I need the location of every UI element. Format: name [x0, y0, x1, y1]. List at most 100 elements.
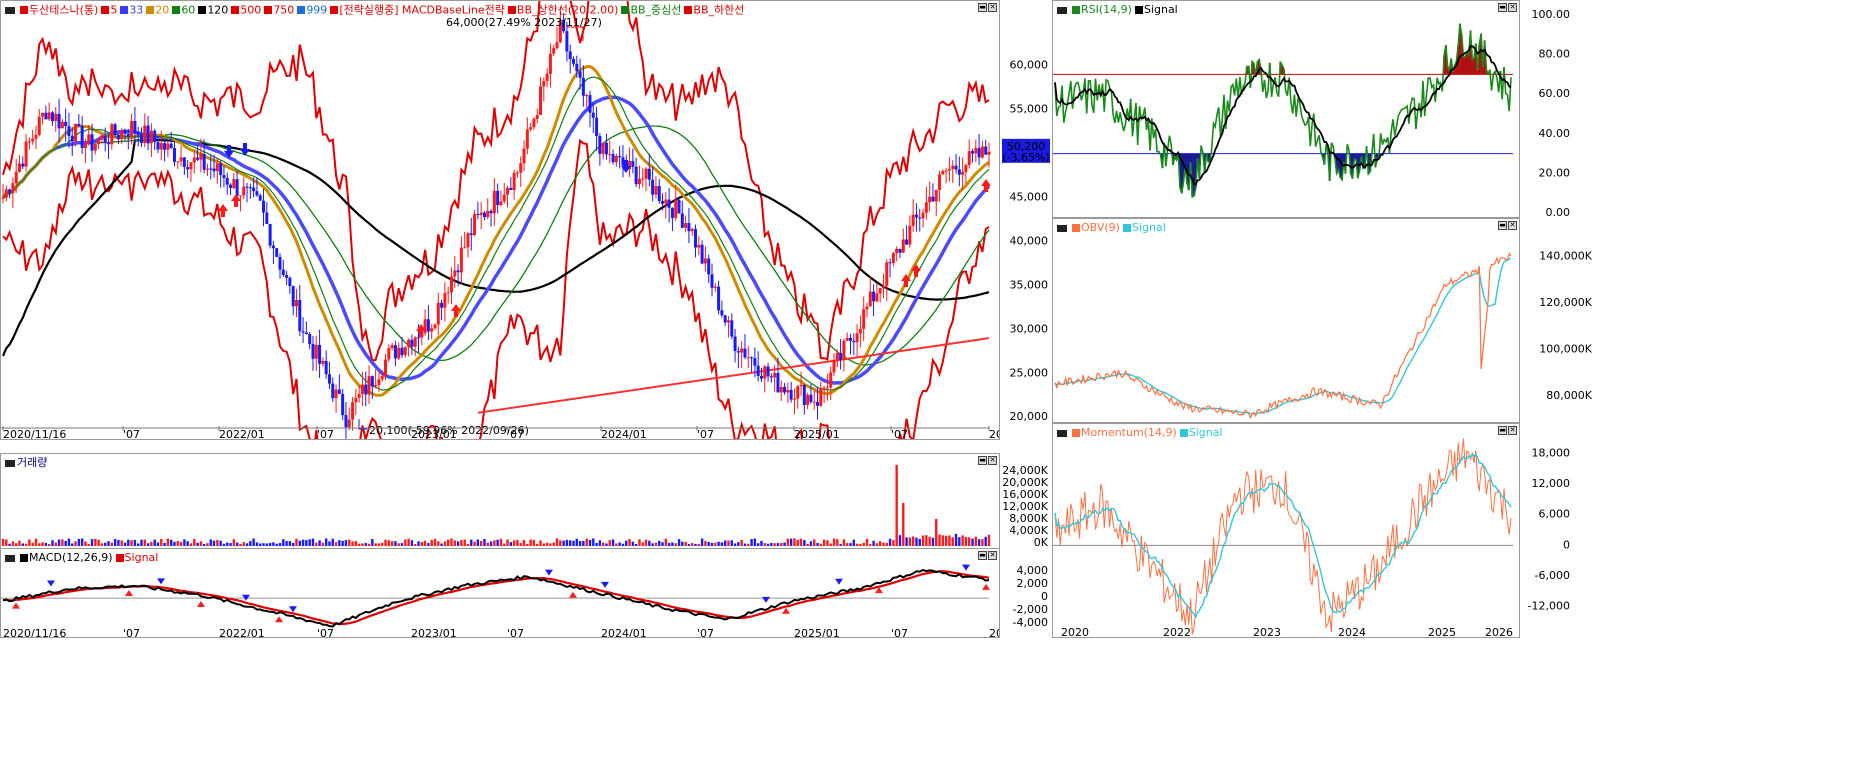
price-value-axis: 60,00055,00050,00045,00040,00035,00030,0…	[1002, 59, 1050, 629]
panel-icon	[5, 459, 15, 467]
obv-panel[interactable]: OBV(9) Signal ▬ ✕	[1052, 218, 1520, 423]
volume-bar	[479, 540, 483, 546]
volume-bar	[321, 542, 325, 546]
close-icon[interactable]: ✕	[1508, 3, 1517, 12]
volume-bar	[113, 539, 117, 546]
volume-bar	[733, 543, 737, 546]
candle-body	[947, 169, 951, 171]
candle-body	[855, 333, 859, 343]
legend-item: 60	[181, 3, 196, 17]
candle-body	[654, 186, 658, 195]
close-icon[interactable]: ✕	[988, 456, 997, 465]
volume-bar	[592, 538, 595, 546]
candle-body	[93, 143, 97, 151]
close-icon[interactable]: ✕	[1508, 426, 1517, 435]
candle-body	[238, 195, 242, 197]
candle-body	[120, 130, 124, 139]
volume-bar	[981, 539, 984, 546]
x-tick-label: 2024/01	[601, 627, 647, 638]
legend-item: [전략실행중] MACDBaseLine전략	[339, 3, 505, 17]
volume-bar	[562, 540, 565, 546]
candle-body	[107, 143, 111, 145]
minimize-icon[interactable]: ▬	[978, 551, 987, 560]
minimize-icon[interactable]: ▬	[1498, 3, 1507, 12]
rsi-panel[interactable]: RSI(14,9) Signal ▬ ✕	[1052, 0, 1520, 218]
volume-bar	[202, 544, 206, 546]
candle-body	[717, 286, 721, 311]
volume-bar	[987, 534, 991, 546]
close-icon[interactable]: ✕	[1508, 221, 1517, 230]
candle-body	[446, 292, 450, 294]
candle-body	[776, 372, 780, 393]
candle-body	[374, 384, 378, 387]
volume-bar	[588, 539, 592, 546]
volume-bar	[935, 518, 938, 546]
minimize-icon[interactable]: ▬	[1498, 221, 1507, 230]
volume-bar	[625, 540, 628, 546]
volume-bar	[780, 542, 783, 546]
price-chart[interactable]: 64,000(27.49% 2023/11/27) 20,100(-59.96% …	[1, 1, 1000, 440]
candle-body	[489, 210, 493, 214]
candle-body	[552, 48, 556, 54]
obv-chart[interactable]	[1053, 219, 1520, 423]
volume-bar	[87, 543, 90, 546]
rsi-chart[interactable]	[1053, 1, 1520, 218]
momentum-window-buttons: ▬ ✕	[1498, 426, 1517, 435]
minimize-icon[interactable]: ▬	[978, 456, 987, 465]
candle-body	[631, 161, 635, 167]
candle-body	[397, 347, 401, 359]
candle-body	[885, 262, 889, 286]
volume-bar	[519, 543, 522, 546]
momentum-chart[interactable]: 2020 2022 2023 2024 2025 2026	[1053, 424, 1520, 638]
candle-body	[159, 143, 163, 150]
price-panel[interactable]: 64,000(27.49% 2023/11/27) 20,100(-59.96% …	[0, 0, 1000, 440]
rsi-tick-label: 100.00	[1532, 8, 1571, 21]
candle-body	[301, 331, 305, 333]
candle-body	[314, 344, 318, 359]
signal-swatch	[1134, 6, 1143, 14]
volume-bar	[789, 538, 793, 546]
volume-bar	[57, 539, 61, 546]
volume-bar	[786, 538, 790, 546]
candle-body	[215, 163, 219, 172]
volume-chart[interactable]	[1, 454, 1000, 549]
momentum-tick-label: 18,000	[1532, 446, 1571, 459]
volume-bar	[453, 540, 456, 546]
candle-body	[618, 155, 622, 158]
momentum-panel[interactable]: 2020 2022 2023 2024 2025 2026 Momentum(14,9) S…	[1052, 423, 1520, 638]
minimize-icon[interactable]: ▬	[1498, 426, 1507, 435]
volume-bar	[433, 538, 437, 546]
volume-bar	[166, 538, 170, 546]
minimize-icon[interactable]: ▬	[978, 3, 987, 12]
candle-body	[713, 286, 717, 288]
volume-bar	[54, 542, 57, 546]
momentum-tick-label: -12,000	[1528, 600, 1570, 613]
volume-bar	[783, 542, 786, 546]
close-icon[interactable]: ✕	[988, 3, 997, 12]
close-icon[interactable]: ✕	[988, 551, 997, 560]
volume-bar	[143, 539, 146, 546]
candle-body	[67, 126, 71, 136]
panel-icon	[1057, 224, 1067, 232]
candle-body	[41, 112, 45, 117]
volume-bar	[430, 540, 433, 546]
candle-body	[1, 197, 5, 199]
candle-body	[750, 357, 754, 359]
candle-body	[690, 229, 694, 232]
volume-bar	[549, 543, 552, 546]
macd-chart[interactable]: 2020/11/16 '07 2022/01 '07 2023/01 '07 2024/01…	[1, 549, 1000, 638]
volume-bar	[437, 541, 440, 546]
volume-bar	[169, 539, 173, 546]
volume-bar	[189, 543, 193, 546]
volume-panel[interactable]: 거래량 ▬ ✕	[0, 453, 1000, 549]
rsi-signal-label: Signal	[1143, 3, 1178, 16]
candle-body	[522, 148, 526, 164]
volume-bar	[615, 543, 618, 546]
volume-bar	[634, 543, 638, 546]
candle-body	[357, 394, 361, 398]
candle-body	[166, 143, 170, 150]
macd-panel[interactable]: 2020/11/16 '07 2022/01 '07 2023/01 '07 2024/01…	[0, 548, 1000, 638]
volume-bar	[463, 539, 466, 546]
sell-arrow-icon	[240, 143, 250, 156]
volume-bar	[506, 539, 509, 546]
